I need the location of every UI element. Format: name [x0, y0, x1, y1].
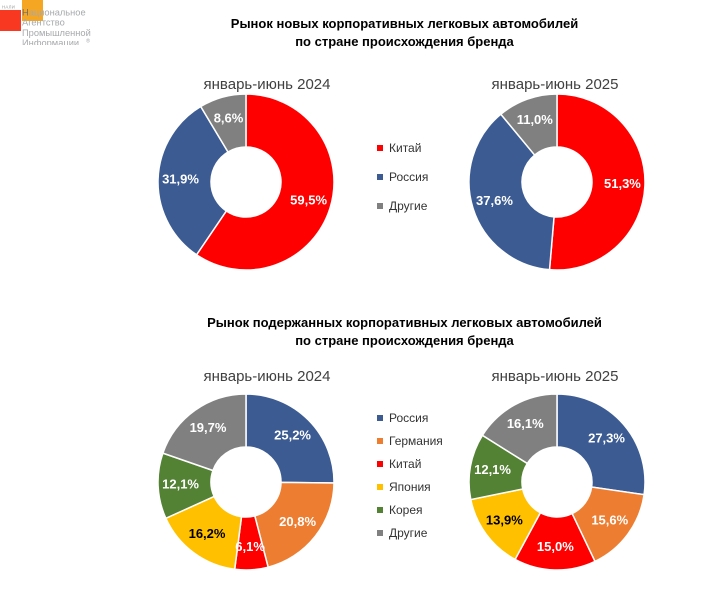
svg-text:НАЛИ: НАЛИ	[2, 5, 15, 10]
svg-text:Информации: Информации	[22, 38, 79, 45]
svg-text:12,1%: 12,1%	[162, 476, 199, 491]
svg-text:20,8%: 20,8%	[279, 514, 316, 529]
svg-text:Национальное: Национальное	[22, 8, 86, 18]
svg-text:25,2%: 25,2%	[274, 427, 311, 442]
svg-text:16,1%: 16,1%	[507, 416, 544, 431]
svg-text:51,3%: 51,3%	[604, 176, 641, 191]
svg-text:13,9%: 13,9%	[486, 512, 523, 527]
svg-text:59,5%: 59,5%	[290, 193, 327, 208]
svg-text:Промышленной: Промышленной	[22, 28, 91, 38]
svg-text:19,7%: 19,7%	[190, 420, 227, 435]
svg-text:11,0%: 11,0%	[517, 112, 554, 127]
svg-text:37,6%: 37,6%	[476, 193, 513, 208]
svg-text:31,9%: 31,9%	[162, 172, 199, 187]
svg-text:6,1%: 6,1%	[235, 539, 265, 554]
svg-text:Агентство: Агентство	[22, 18, 65, 28]
svg-text:12,1%: 12,1%	[474, 462, 511, 477]
svg-text:27,3%: 27,3%	[588, 431, 625, 446]
svg-text:®: ®	[86, 38, 90, 45]
svg-text:8,6%: 8,6%	[214, 110, 244, 125]
svg-text:15,0%: 15,0%	[537, 539, 574, 554]
svg-text:15,6%: 15,6%	[591, 512, 628, 527]
svg-text:16,2%: 16,2%	[189, 526, 226, 541]
